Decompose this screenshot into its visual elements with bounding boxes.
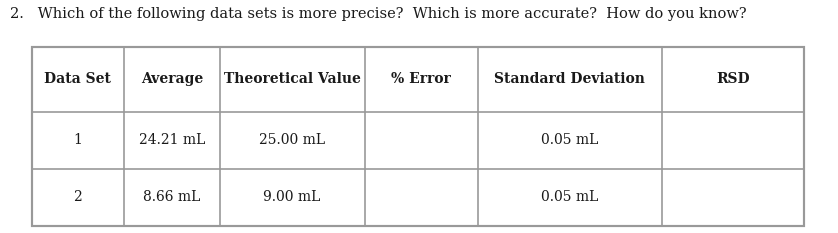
Text: % Error: % Error xyxy=(391,72,451,86)
Bar xyxy=(32,47,804,226)
Text: 9.00 mL: 9.00 mL xyxy=(263,190,321,205)
Text: 24.21 mL: 24.21 mL xyxy=(138,133,205,147)
Text: Theoretical Value: Theoretical Value xyxy=(224,72,360,86)
Text: 2.   Which of the following data sets is more precise?  Which is more accurate? : 2. Which of the following data sets is m… xyxy=(10,7,747,21)
Text: 8.66 mL: 8.66 mL xyxy=(143,190,200,205)
Text: 25.00 mL: 25.00 mL xyxy=(259,133,325,147)
Text: Data Set: Data Set xyxy=(44,72,111,86)
Text: Standard Deviation: Standard Deviation xyxy=(494,72,645,86)
Text: 0.05 mL: 0.05 mL xyxy=(541,190,598,205)
Text: Average: Average xyxy=(141,72,203,86)
Text: 0.05 mL: 0.05 mL xyxy=(541,133,598,147)
Text: 2: 2 xyxy=(74,190,82,205)
Text: 1: 1 xyxy=(74,133,82,147)
Text: RSD: RSD xyxy=(716,72,750,86)
